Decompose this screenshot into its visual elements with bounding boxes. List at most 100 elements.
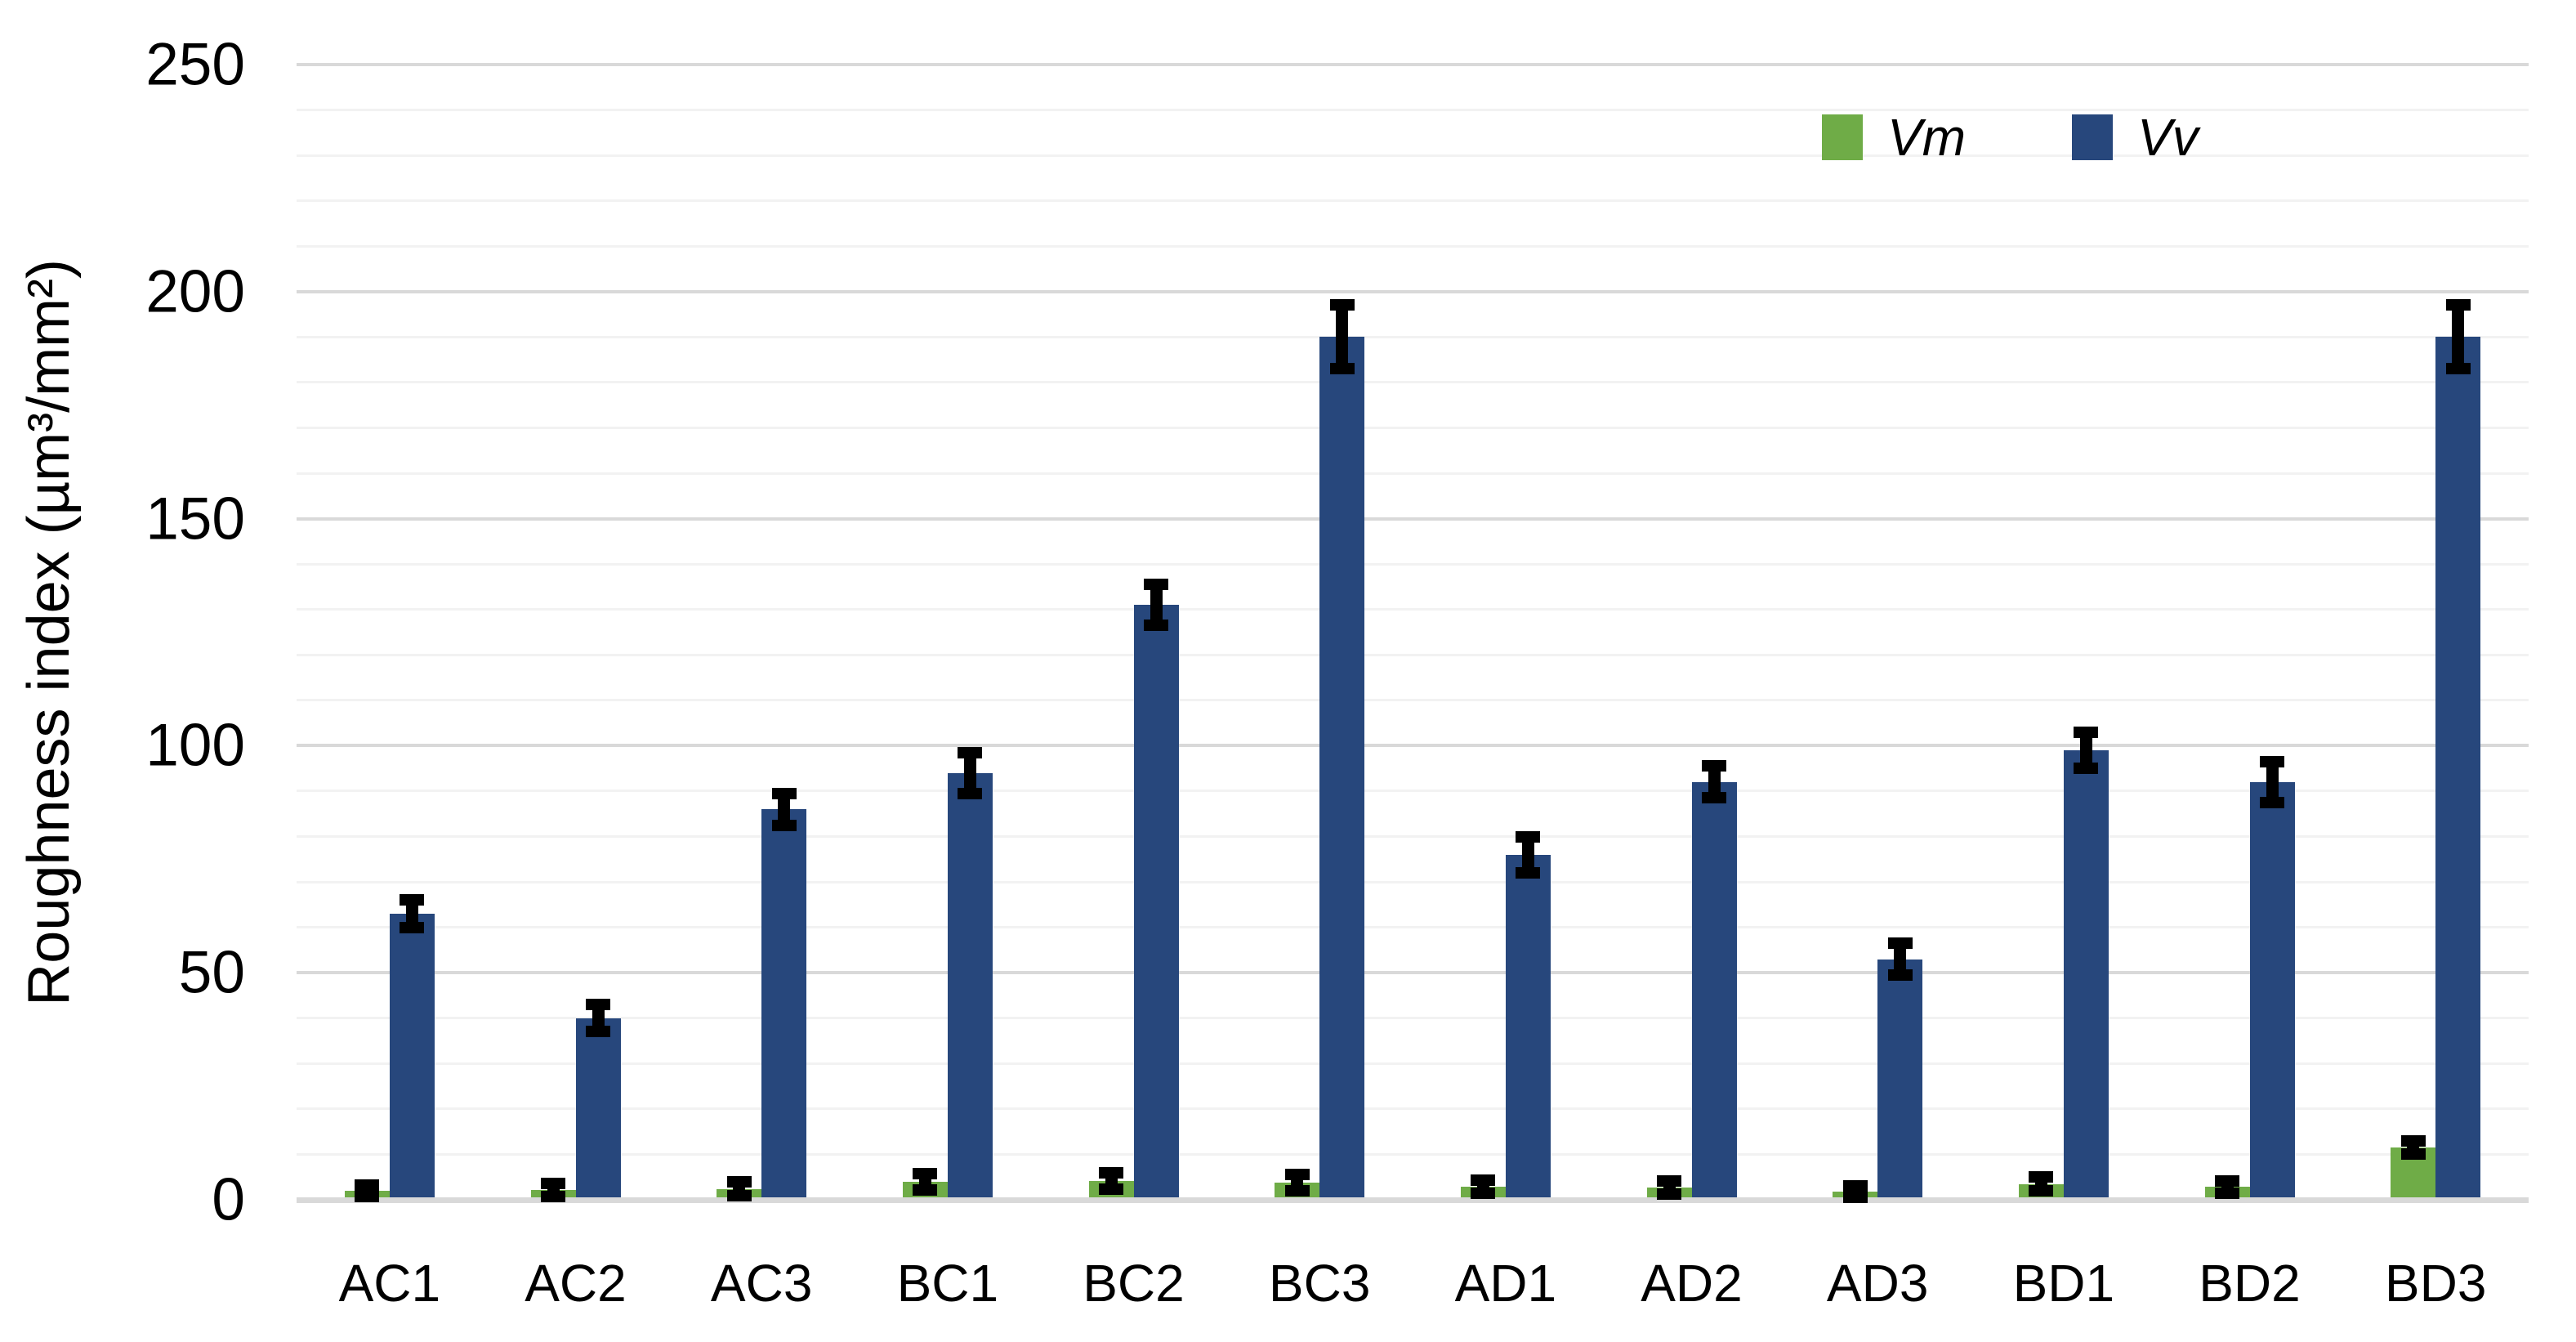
bar-vv-BD2 (2249, 781, 2295, 1197)
error-bar-vv-AC2-cap-bottom (586, 1026, 610, 1038)
error-bar-vv-AC1-cap-bottom (400, 921, 425, 933)
x-tick-label-BD3: BD3 (2384, 1254, 2487, 1313)
x-tick-label-AD1: AD1 (1454, 1254, 1557, 1313)
error-bar-vm-BD1-cap-bottom (2029, 1185, 2054, 1197)
bar-vv-BC3 (1319, 337, 1365, 1197)
gridline-major (297, 63, 2529, 66)
error-bar-vv-AC3-cap-top (771, 787, 797, 799)
y-tick-label-0: 0 (212, 1166, 245, 1233)
error-bar-vm-BC1-cap-top (913, 1167, 938, 1179)
legend-swatch-vm (1822, 114, 1863, 160)
error-bar-vv-BC1-cap-top (958, 746, 983, 758)
plot-area (297, 63, 2529, 1204)
legend-label-vm: Vm (1887, 108, 1966, 167)
gridline-minor (297, 1017, 2529, 1020)
error-bar-vm-AC1-cap-bottom (355, 1191, 380, 1203)
y-tick-label-100: 100 (145, 712, 245, 779)
error-bar-vv-AD1-line (1521, 836, 1534, 873)
x-tick-label-BC3: BC3 (1268, 1254, 1371, 1313)
bar-vv-AD1 (1505, 854, 1551, 1197)
error-bar-vv-AD3-line (1894, 943, 1907, 975)
gridline-minor (297, 109, 2529, 112)
x-tick-label-BD2: BD2 (2199, 1254, 2301, 1313)
x-axis-baseline (297, 1197, 2529, 1203)
gridline-minor (297, 562, 2529, 566)
error-bar-vm-AD3-cap-bottom (1842, 1192, 1868, 1204)
gridline-major (297, 744, 2529, 748)
error-bar-vm-BD2-cap-bottom (2215, 1188, 2239, 1200)
gridline-minor (297, 608, 2529, 611)
y-axis-title: Roughness index (µm³/mm²) (16, 258, 82, 1006)
error-bar-vm-AD3-cap-top (1842, 1179, 1868, 1192)
error-bar-vm-AC3-cap-top (726, 1176, 752, 1188)
error-bar-vv-BC2-line (1150, 584, 1163, 626)
error-bar-vv-AC3-line (778, 793, 791, 825)
error-bar-vv-AC2-line (592, 1004, 605, 1032)
error-bar-vv-AD2-cap-bottom (1702, 792, 1726, 804)
gridline-minor (297, 699, 2529, 702)
error-bar-vm-BD3-cap-bottom (2400, 1148, 2426, 1161)
error-bar-vv-AD2-line (1708, 766, 1721, 798)
error-bar-vm-BD2-cap-top (2215, 1174, 2239, 1187)
legend-swatch-vv (2072, 114, 2113, 160)
error-bar-vm-BC3-cap-top (1284, 1168, 1310, 1180)
x-tick-label-AC2: AC2 (525, 1254, 627, 1313)
error-bar-vm-BC2-cap-bottom (1099, 1183, 1123, 1195)
gridline-minor (297, 335, 2529, 338)
error-bar-vm-BC2-cap-top (1099, 1166, 1123, 1179)
error-bar-vv-BD2-cap-bottom (2260, 796, 2284, 808)
bar-vv-BC2 (1133, 605, 1179, 1197)
gridline-minor (297, 1062, 2529, 1065)
error-bar-vv-BC3-cap-top (1329, 299, 1355, 311)
error-bar-vv-AC1-line (405, 900, 418, 928)
x-tick-label-BC2: BC2 (1083, 1254, 1185, 1313)
y-tick-label-200: 200 (145, 258, 245, 325)
error-bar-vv-BC2-cap-bottom (1144, 620, 1168, 632)
error-bar-vv-BD1-cap-bottom (2074, 763, 2099, 775)
gridline-major (297, 517, 2529, 521)
error-bar-vv-AC3-cap-bottom (771, 819, 797, 831)
gridline-major (297, 289, 2529, 293)
gridline-minor (297, 381, 2529, 384)
bar-vv-BD3 (2435, 337, 2481, 1197)
error-bar-vm-AD1-cap-bottom (1471, 1188, 1496, 1200)
error-bar-vv-BC1-line (963, 752, 976, 794)
error-bar-vv-AD3-cap-top (1887, 937, 1913, 950)
error-bar-vv-BC3-cap-bottom (1329, 363, 1355, 375)
error-bar-vv-BD3-cap-bottom (2445, 363, 2471, 375)
x-tick-label-BC1: BC1 (896, 1254, 999, 1313)
x-tick-label-AD3: AD3 (1826, 1254, 1929, 1313)
gridline-minor (297, 880, 2529, 883)
legend-item-vm: Vm (1822, 111, 1966, 163)
bar-vv-BC1 (947, 772, 993, 1197)
legend-label-vv: Vv (2137, 108, 2199, 167)
error-bar-vm-AD2-cap-bottom (1657, 1188, 1681, 1201)
gridline-minor (297, 835, 2529, 839)
gridline-minor (297, 244, 2529, 248)
error-bar-vm-AC3-cap-bottom (726, 1189, 752, 1201)
error-bar-vv-BD2-cap-top (2260, 755, 2284, 767)
error-bar-vm-BC1-cap-bottom (913, 1183, 938, 1196)
error-bar-vv-AD1-cap-bottom (1516, 866, 1541, 879)
gridline-minor (297, 426, 2529, 429)
x-tick-label-BD1: BD1 (2012, 1254, 2115, 1313)
error-bar-vv-BD3-cap-top (2445, 299, 2471, 311)
gridline-minor (297, 154, 2529, 157)
legend-item-vv: Vv (2072, 111, 2199, 163)
error-bar-vv-AC1-cap-top (400, 894, 425, 906)
error-bar-vm-BD1-cap-top (2029, 1170, 2054, 1183)
error-bar-vv-BC3-line (1336, 305, 1349, 369)
y-axis-title-wrap: Roughness index (µm³/mm²) (0, 65, 98, 1200)
error-bar-vm-BC3-cap-bottom (1284, 1184, 1310, 1197)
y-tick-label-150: 150 (145, 485, 245, 552)
x-tick-label-AC3: AC3 (710, 1254, 813, 1313)
gridline-major (297, 971, 2529, 975)
gridline-minor (297, 653, 2529, 656)
error-bar-vm-AD2-cap-top (1657, 1174, 1681, 1187)
error-bar-vv-AC2-cap-top (586, 999, 610, 1011)
error-bar-vv-AD1-cap-top (1516, 830, 1541, 843)
x-tick-label-AC1: AC1 (338, 1254, 441, 1313)
error-bar-vv-AD2-cap-top (1702, 760, 1726, 772)
error-bar-vm-AD1-cap-top (1471, 1174, 1496, 1186)
